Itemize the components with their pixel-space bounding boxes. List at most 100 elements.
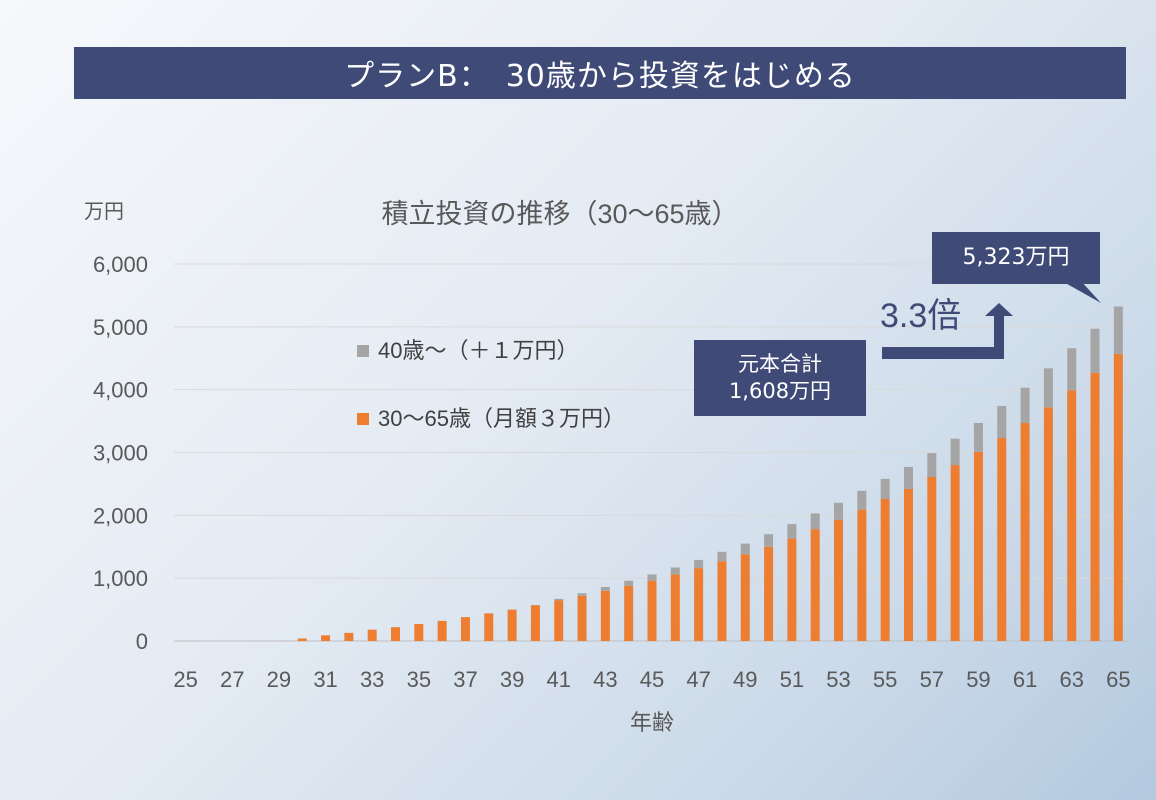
bar-base-50: [764, 546, 774, 641]
x-axis-label: 年齢: [630, 710, 674, 735]
x-tick-label: 57: [920, 667, 944, 692]
x-tick-label: 53: [826, 667, 850, 692]
bar-additional-58: [950, 438, 960, 466]
banner-title: プランB： 30歳から投資をはじめる: [344, 59, 856, 94]
legend-swatch: [357, 345, 369, 357]
bar-additional-55: [880, 478, 890, 499]
bar-base-46: [670, 574, 680, 641]
bar-base-34: [391, 627, 401, 641]
bar-base-35: [414, 624, 424, 641]
bar-base-52: [810, 529, 820, 641]
bar-base-53: [834, 519, 844, 641]
bar-base-57: [927, 477, 937, 641]
legend-swatch: [357, 413, 369, 425]
x-tick-label: 39: [500, 667, 524, 692]
bar-base-43: [600, 590, 610, 641]
x-tick-label: 61: [1013, 667, 1037, 692]
bar-additional-52: [810, 513, 820, 530]
bar-additional-61: [1020, 387, 1030, 423]
bar-base-56: [903, 488, 913, 641]
bar-additional-48: [717, 551, 727, 562]
bar-base-38: [484, 613, 494, 641]
bar-base-45: [647, 580, 657, 641]
bar-additional-62: [1043, 368, 1053, 408]
bar-additional-51: [787, 524, 797, 539]
bar-additional-49: [740, 543, 750, 555]
bar-additional-41: [554, 598, 564, 601]
bar-base-62: [1043, 407, 1053, 641]
x-tick-label: 55: [873, 667, 897, 692]
x-tick-label: 37: [453, 667, 477, 692]
bar-additional-53: [834, 502, 844, 520]
bar-additional-56: [903, 466, 913, 489]
bar-base-63: [1067, 390, 1077, 641]
bar-additional-64: [1090, 328, 1100, 373]
final-value: 5,323万円: [962, 244, 1070, 270]
x-tick-label: 31: [313, 667, 337, 692]
bar-base-40: [530, 605, 540, 641]
x-tick-label: 65: [1106, 667, 1130, 692]
bar-base-58: [950, 465, 960, 641]
page-banner: プランB： 30歳から投資をはじめる: [74, 47, 1126, 99]
bar-additional-43: [600, 586, 610, 591]
y-tick-label: 3,000: [93, 441, 148, 466]
x-tick-label: 63: [1059, 667, 1083, 692]
x-tick-label: 35: [407, 667, 431, 692]
bar-base-59: [973, 451, 983, 641]
bar-additional-50: [764, 534, 774, 547]
bar-base-48: [717, 561, 727, 641]
bar-base-33: [367, 629, 377, 641]
bar-additional-42: [577, 593, 587, 596]
bar-base-30: [297, 638, 307, 641]
x-tick-label: 49: [733, 667, 757, 692]
bar-base-36: [437, 620, 447, 641]
bar-additional-57: [927, 453, 937, 478]
bar-base-42: [577, 595, 587, 641]
x-tick-label: 25: [173, 667, 197, 692]
bar-base-47: [694, 568, 704, 641]
x-tick-label: 29: [267, 667, 291, 692]
bar-additional-59: [973, 422, 983, 452]
x-tick-label: 43: [593, 667, 617, 692]
x-tick-label: 59: [966, 667, 990, 692]
bar-additional-44: [624, 580, 634, 586]
chart-title: 積立投資の推移（30〜65歳）: [381, 199, 738, 229]
bar-base-65: [1113, 353, 1123, 641]
bar-base-41: [554, 600, 564, 641]
arrow-icon: [882, 303, 1013, 359]
x-tick-label: 47: [686, 667, 710, 692]
bar-base-37: [460, 617, 470, 641]
multiplier-label: 3.3倍: [880, 297, 962, 335]
bar-base-39: [507, 609, 517, 641]
bar-base-44: [624, 585, 634, 641]
legend-label: 40歳〜（＋１万円）: [378, 338, 578, 363]
legend-label: 30〜65歳（月額３万円）: [378, 406, 625, 431]
y-tick-label: 5,000: [93, 315, 148, 340]
bar-base-55: [880, 498, 890, 641]
bar-additional-65: [1113, 306, 1123, 354]
bar-base-61: [1020, 422, 1030, 641]
y-tick-label: 1,000: [93, 566, 148, 591]
x-tick-label: 41: [546, 667, 570, 692]
y-tick-label: 4,000: [93, 378, 148, 403]
bar-additional-54: [857, 490, 867, 510]
x-tick-label: 51: [780, 667, 804, 692]
bar-additional-46: [670, 567, 680, 575]
bar-base-51: [787, 538, 797, 641]
principal-total-callout: 元本合計 1,608万円: [694, 340, 866, 416]
bar-additional-45: [647, 574, 657, 581]
final-value-callout: 5,323万円: [932, 232, 1100, 284]
y-tick-label: 2,000: [93, 503, 148, 528]
principal-value: 1,608万円: [728, 379, 832, 403]
principal-label: 元本合計: [738, 351, 822, 376]
bar-base-54: [857, 509, 867, 641]
bar-additional-63: [1067, 348, 1077, 391]
x-tick-label: 27: [220, 667, 244, 692]
bar-additional-60: [997, 406, 1007, 439]
callout-pointer: [1060, 280, 1101, 303]
y-tick-label: 0: [136, 629, 148, 654]
x-tick-label: 45: [640, 667, 664, 692]
bar-base-64: [1090, 372, 1100, 641]
bar-base-49: [740, 554, 750, 641]
